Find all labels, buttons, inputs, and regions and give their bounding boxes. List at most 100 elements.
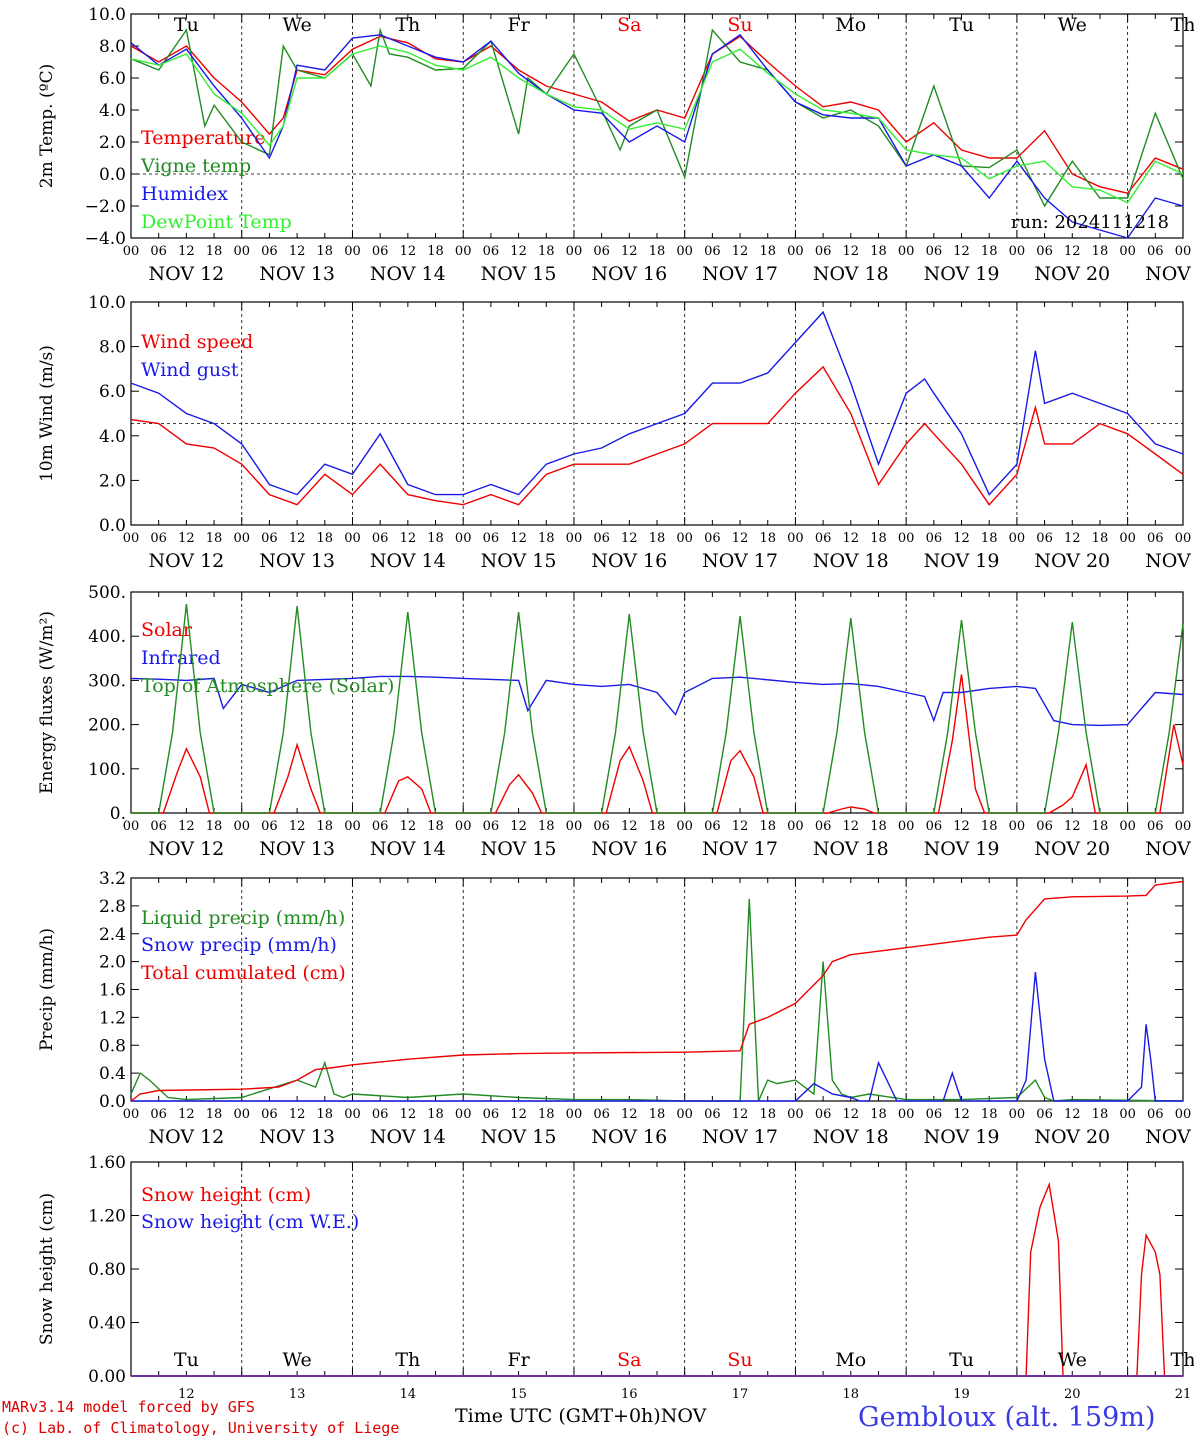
hour-label: 18: [759, 531, 776, 546]
panel-1: 10.0 8.0 6.0 4.0 2.0 0.0 −2.0 −4.0 2m Temp. (ºC)…: [37, 5, 1194, 285]
hour-label: 00: [1009, 819, 1026, 834]
panel-4: 3.2 2.8 2.4 2.0 1.6 1.2 0.8 0.4 0.0 Precip (mm/h)…: [37, 869, 1194, 1148]
hour-label: 06: [483, 819, 500, 834]
hour-label: 00: [1175, 531, 1192, 546]
hour-label: 12: [510, 244, 527, 259]
hour-label: 06: [1147, 244, 1164, 259]
legend-entry: Liquid precip (mm/h): [141, 907, 345, 929]
time-axis-label: Time UTC (GMT+0h)NOV: [455, 1405, 707, 1427]
hour-label: 12: [400, 819, 417, 834]
day-number-label: 16: [621, 1387, 638, 1402]
hour-label: 00: [898, 531, 915, 546]
hour-label: 12: [400, 1107, 417, 1122]
hour-label: 18: [317, 244, 334, 259]
hour-label: 12: [178, 531, 195, 546]
hour-label: 18: [870, 1107, 887, 1122]
weekday-label: Fr: [507, 14, 530, 36]
hour-label: 12: [843, 1107, 860, 1122]
hour-label: 00: [1009, 531, 1026, 546]
weekday-label: We: [282, 14, 311, 36]
series-line: [130, 27, 1184, 208]
date-label: NOV 15: [481, 1126, 557, 1148]
date-label: NOV 18: [813, 263, 889, 285]
hour-label: 18: [317, 531, 334, 546]
day-number-label: 21: [1175, 1387, 1192, 1402]
hour-label: 06: [815, 819, 832, 834]
day-number-label: 18: [843, 1387, 860, 1402]
series-line: [131, 972, 1183, 1102]
date-label: NOV 15: [481, 838, 557, 860]
series-line: [130, 35, 1184, 194]
hour-label: 18: [206, 1107, 223, 1122]
date-label: NOV 20: [1034, 1126, 1110, 1148]
date-label: NOV 14: [370, 838, 446, 860]
hour-label: 00: [787, 819, 804, 834]
weekday-label: Sa: [617, 14, 641, 36]
hour-label: 12: [621, 1107, 638, 1122]
weekday-label: We: [1058, 14, 1087, 36]
hour-label: 00: [566, 819, 583, 834]
day-number-label: 15: [510, 1387, 527, 1402]
hour-label: 12: [178, 1107, 195, 1122]
hour-label: 06: [483, 1107, 500, 1122]
date-label: NOV 13: [259, 838, 335, 860]
y-tick-label: 4.0: [99, 101, 126, 121]
hour-label: 12: [1064, 531, 1081, 546]
model-credit: MARv3.14 model forced by GFS: [2, 1398, 255, 1416]
series-line: [130, 675, 1184, 727]
hour-label: 00: [787, 531, 804, 546]
hour-label: 06: [261, 819, 278, 834]
weekday-label: Th: [395, 1349, 420, 1371]
hour-label: 18: [206, 531, 223, 546]
y-tick-label: 4.0: [99, 427, 126, 447]
panel-2: 10.0 8.0 6.0 4.0 2.0 0.0 10m Wind (m/s) Wind sp…: [37, 293, 1194, 572]
y-tick-label: 0.0: [99, 165, 126, 185]
date-label: NOV 16: [591, 263, 667, 285]
date-label: NOV 17: [702, 263, 778, 285]
hour-label: 00: [344, 244, 361, 259]
y-tick-label: 8.0: [99, 338, 126, 358]
hour-label: 00: [566, 1107, 583, 1122]
date-label: NOV 18: [813, 550, 889, 572]
panel-5: 1.60 1.20 0.80 0.40 0.00 Snow height (cm) Snow…: [37, 1153, 1194, 1402]
hour-label: 18: [427, 244, 444, 259]
hour-label: 18: [1092, 1107, 1109, 1122]
hour-label: 00: [123, 1107, 140, 1122]
date-label: NOV 18: [813, 838, 889, 860]
hour-label: 12: [1064, 819, 1081, 834]
y-tick-label: 1.20: [88, 1207, 126, 1227]
hour-label: 00: [233, 244, 250, 259]
weekday-label: Tu: [174, 14, 199, 36]
y-tick-label: 1.60: [88, 1153, 126, 1173]
hour-label: 12: [953, 819, 970, 834]
hour-label: 00: [566, 244, 583, 259]
series-line: [131, 604, 1184, 814]
y-axis-label: 10m Wind (m/s): [37, 345, 57, 482]
date-label: NOV 21: [1145, 263, 1194, 285]
y-tick-label: 8.0: [99, 37, 126, 57]
legend-entry: Snow precip (mm/h): [141, 934, 337, 956]
y-tick-label: 0.80: [88, 1260, 126, 1280]
hour-label: 12: [621, 819, 638, 834]
hour-label: 18: [981, 244, 998, 259]
series-line: [130, 880, 1184, 1102]
hour-label: 00: [1175, 244, 1192, 259]
hour-label: 18: [538, 1107, 555, 1122]
hour-label: 00: [566, 531, 583, 546]
day-number-label: 20: [1064, 1387, 1081, 1402]
weekday-label: Mo: [835, 14, 866, 36]
hour-label: 12: [953, 244, 970, 259]
lab-credit: (c) Lab. of Climatology, University of L…: [2, 1419, 400, 1437]
hour-label: 06: [926, 819, 943, 834]
hour-label: 06: [150, 531, 167, 546]
hour-label: 00: [344, 531, 361, 546]
y-tick-label: 0.0: [99, 516, 126, 536]
hour-label: 06: [815, 244, 832, 259]
hour-label: 00: [233, 531, 250, 546]
hour-label: 06: [372, 531, 389, 546]
hour-label: 06: [372, 244, 389, 259]
hour-label: 12: [953, 531, 970, 546]
legend-entry: Vigne temp: [140, 155, 251, 177]
hour-label: 18: [538, 244, 555, 259]
y-tick-label: 400.: [88, 627, 126, 647]
